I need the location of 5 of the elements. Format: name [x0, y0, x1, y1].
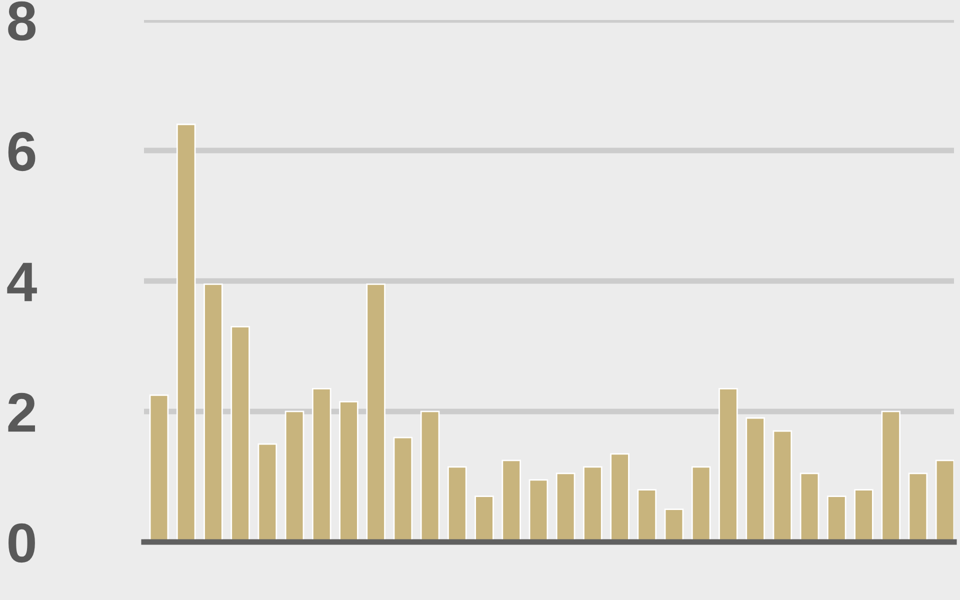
y-tick-label: 0 [8, 523, 35, 563]
y-tick-label: 4 [7, 262, 37, 302]
y-tick-label: 6 [8, 132, 36, 172]
y-tick-label: 2 [8, 392, 36, 432]
y-tick-label: 8 [8, 1, 36, 41]
